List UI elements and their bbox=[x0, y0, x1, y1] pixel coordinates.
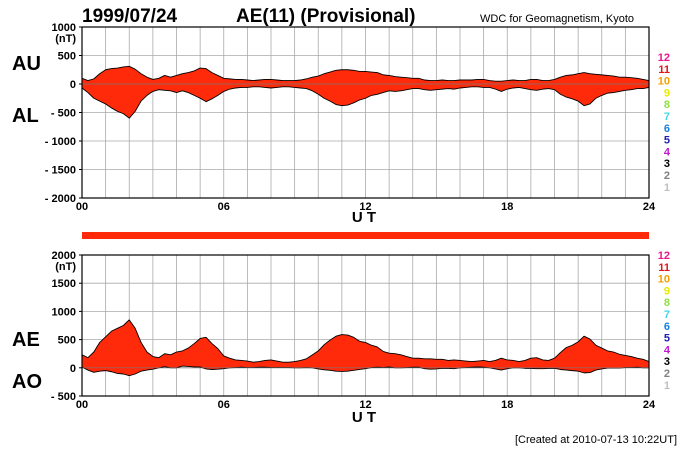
y-tick-label: 0 bbox=[70, 79, 76, 91]
station-count-label: 6 bbox=[664, 123, 670, 135]
x-tick-label: 12 bbox=[359, 399, 371, 411]
ae-series-label: AE bbox=[12, 329, 40, 351]
ae-ao-xlabel: U T bbox=[352, 409, 376, 426]
plot-frame bbox=[81, 254, 650, 397]
station-count-label: 9 bbox=[664, 87, 670, 99]
station-count-label: 7 bbox=[664, 309, 670, 321]
x-tick-label: 06 bbox=[218, 399, 230, 411]
station-count-label: 9 bbox=[664, 285, 670, 297]
y-tick-label: - 500 bbox=[51, 108, 76, 120]
x-tick-label: 00 bbox=[76, 399, 88, 411]
y-tick-label: - 1500 bbox=[45, 165, 76, 177]
station-count-label: 12 bbox=[658, 52, 670, 64]
x-tick-label: 18 bbox=[501, 201, 513, 213]
x-tick-label: 18 bbox=[501, 399, 513, 411]
ao-series-label: AO bbox=[12, 371, 42, 393]
plot-date: 1999/07/24 bbox=[82, 6, 178, 27]
x-tick-label: 00 bbox=[76, 201, 88, 213]
al-series-label: AL bbox=[12, 105, 39, 127]
station-count-label: 8 bbox=[664, 297, 670, 309]
station-count-label: 6 bbox=[664, 321, 670, 333]
station-count-label: 4 bbox=[664, 344, 671, 356]
x-tick-label: 24 bbox=[643, 201, 656, 213]
station-count-label: 11 bbox=[658, 262, 670, 274]
au-series-label: AU bbox=[12, 53, 41, 75]
y-tick-label: 1000 bbox=[52, 22, 76, 34]
au-al-units-label: (nT) bbox=[55, 33, 76, 45]
y-tick-label: 500 bbox=[58, 335, 76, 347]
y-tick-label: - 500 bbox=[51, 391, 76, 403]
ae-ao-units-label: (nT) bbox=[55, 261, 76, 273]
station-count-label: 10 bbox=[658, 274, 670, 286]
au-al-xlabel: U T bbox=[352, 209, 376, 226]
station-count-label: 2 bbox=[664, 170, 670, 182]
index-title: AE(11) (Provisional) bbox=[236, 6, 416, 27]
y-tick-label: 0 bbox=[70, 363, 76, 375]
created-timestamp: [Created at 2010-07-13 10:22UT] bbox=[515, 434, 677, 446]
x-tick-label: 24 bbox=[643, 399, 656, 411]
station-count-label: 4 bbox=[664, 146, 671, 158]
station-count-label: 7 bbox=[664, 111, 670, 123]
station-count-label: 3 bbox=[664, 158, 670, 170]
station-count-label: 5 bbox=[664, 333, 670, 345]
station-count-label: 10 bbox=[658, 76, 670, 88]
station-count-label: 5 bbox=[664, 135, 670, 147]
x-tick-label: 06 bbox=[218, 201, 230, 213]
y-tick-label: 1000 bbox=[52, 306, 76, 318]
coverage-bar bbox=[82, 232, 649, 239]
y-tick-label: - 2000 bbox=[45, 193, 76, 205]
station-count-label: 2 bbox=[664, 368, 670, 380]
data-source: WDC for Geomagnetism, Kyoto bbox=[480, 13, 634, 25]
station-count-label: 3 bbox=[664, 356, 670, 368]
y-tick-label: 500 bbox=[58, 51, 76, 63]
x-tick-label: 12 bbox=[359, 201, 371, 213]
y-tick-label: 2000 bbox=[52, 250, 76, 262]
y-tick-label: - 1000 bbox=[45, 136, 76, 148]
station-count-label: 11 bbox=[658, 64, 670, 76]
station-count-label: 12 bbox=[658, 250, 670, 262]
y-tick-label: 1500 bbox=[52, 278, 76, 290]
au-al-chart: (nT) AU AL U T 1000 500 0 - 500 - 1000 - 1500… bbox=[12, 22, 656, 226]
station-count-label: 1 bbox=[664, 182, 670, 194]
station-count-label: 8 bbox=[664, 99, 670, 111]
station-count-label: 1 bbox=[664, 380, 670, 392]
